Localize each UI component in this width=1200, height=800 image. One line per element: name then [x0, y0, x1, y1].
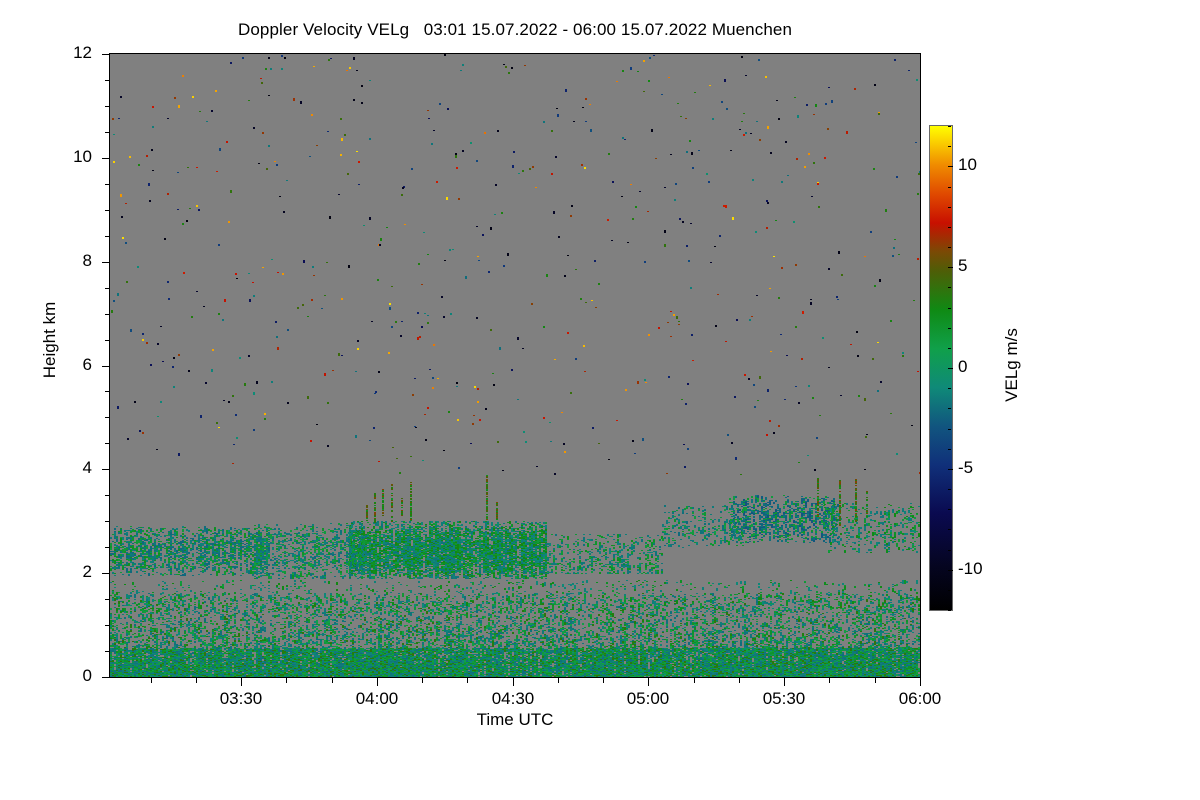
y-axis-minor-tick — [105, 417, 110, 418]
x-axis-tick — [377, 677, 378, 686]
colorbar-tick — [948, 469, 953, 470]
x-axis-tick-label: 04:30 — [491, 689, 535, 708]
colorbar-tick — [948, 166, 953, 167]
x-axis-minor-tick — [332, 677, 333, 683]
x-axis-minor-tick — [739, 677, 740, 683]
y-axis-minor-tick — [105, 391, 110, 392]
y-axis-tick — [102, 573, 110, 574]
colorbar-minor-tick — [948, 308, 951, 309]
x-axis-minor-tick — [286, 677, 287, 683]
x-axis-minor-tick — [875, 677, 876, 683]
colorbar-tick — [948, 368, 953, 369]
colorbar-minor-tick — [948, 348, 951, 349]
y-axis-minor-tick — [105, 521, 110, 522]
y-axis-minor-tick — [105, 106, 110, 107]
x-axis-minor-tick — [151, 677, 152, 683]
y-axis-minor-tick — [105, 184, 110, 185]
y-axis-tick-label: 2 — [82, 562, 92, 581]
x-axis-tick-label: 04:00 — [355, 689, 399, 708]
colorbar-minor-tick — [948, 590, 951, 591]
y-axis-tick-label: 6 — [82, 355, 92, 374]
colorbar-minor-tick — [948, 408, 951, 409]
y-axis-tick-label: 0 — [82, 666, 92, 685]
x-axis-minor-tick — [829, 677, 830, 683]
x-axis-tick-label: 05:30 — [762, 689, 806, 708]
x-axis-minor-tick — [467, 677, 468, 683]
colorbar-minor-tick — [948, 449, 951, 450]
y-axis-tick — [102, 158, 110, 159]
x-axis-label: Time UTC — [476, 710, 554, 729]
y-axis-tick — [102, 469, 110, 470]
y-axis-label: Height km — [40, 301, 59, 379]
y-axis-tick-label: 10 — [73, 147, 92, 166]
x-axis-tick — [920, 677, 921, 686]
colorbar-minor-tick — [948, 328, 951, 329]
colorbar-tick-label: -10 — [958, 559, 983, 578]
chart-title: Doppler Velocity VELg 03:01 15.07.2022 -… — [237, 20, 793, 39]
y-axis-minor-tick — [105, 132, 110, 133]
x-axis-tick — [784, 677, 785, 686]
y-axis-tick — [102, 677, 110, 678]
colorbar-tick-label: 10 — [958, 155, 977, 174]
y-axis-tick — [102, 54, 110, 55]
y-axis-minor-tick — [105, 80, 110, 81]
x-axis-minor-tick — [694, 677, 695, 683]
x-axis-tick — [513, 677, 514, 686]
y-axis-minor-tick — [105, 314, 110, 315]
y-axis-tick-label: 4 — [82, 458, 92, 477]
colorbar-tick-label: 5 — [958, 256, 968, 275]
x-axis-minor-tick — [196, 677, 197, 683]
x-axis-tick-label: 03:30 — [219, 689, 263, 708]
y-axis-minor-tick — [105, 599, 110, 600]
colorbar-tick-label: -5 — [958, 458, 974, 477]
colorbar-minor-tick — [948, 509, 951, 510]
colorbar-minor-tick — [948, 146, 951, 147]
y-axis-tick-label: 12 — [73, 43, 92, 62]
colorbar-minor-tick — [948, 287, 951, 288]
x-axis-tick — [241, 677, 242, 686]
y-axis-minor-tick — [105, 625, 110, 626]
y-axis-tick-label: 8 — [82, 251, 92, 270]
y-axis-minor-tick — [105, 651, 110, 652]
colorbar-minor-tick — [948, 126, 951, 127]
y-axis-minor-tick — [105, 236, 110, 237]
y-axis-minor-tick — [105, 547, 110, 548]
colorbar-minor-tick — [948, 227, 951, 228]
colorbar-minor-tick — [948, 489, 951, 490]
x-axis-minor-tick — [603, 677, 604, 683]
colorbar-minor-tick — [948, 610, 951, 611]
x-axis-tick-label: 05:00 — [626, 689, 670, 708]
colorbar-minor-tick — [948, 388, 951, 389]
colorbar-minor-tick — [948, 187, 951, 188]
x-axis-tick — [648, 677, 649, 686]
colorbar-tick — [948, 267, 953, 268]
y-axis-minor-tick — [105, 495, 110, 496]
y-axis-tick — [102, 366, 110, 367]
y-axis-minor-tick — [105, 288, 110, 289]
doppler-velocity-heatmap — [110, 54, 920, 677]
colorbar-minor-tick — [948, 429, 951, 430]
y-axis-minor-tick — [105, 340, 110, 341]
y-axis-tick — [102, 262, 110, 263]
colorbar-tick — [948, 570, 953, 571]
colorbar-minor-tick — [948, 207, 951, 208]
colorbar-minor-tick — [948, 550, 951, 551]
colorbar-tick-label: 0 — [958, 357, 968, 376]
colorbar-minor-tick — [948, 529, 951, 530]
x-axis-minor-tick — [422, 677, 423, 683]
colorbar-label: VELg m/s — [1002, 328, 1021, 402]
y-axis-minor-tick — [105, 210, 110, 211]
x-axis-minor-tick — [558, 677, 559, 683]
y-axis-minor-tick — [105, 443, 110, 444]
x-axis-tick-label: 06:00 — [898, 689, 942, 708]
colorbar-gradient — [930, 126, 952, 610]
colorbar-minor-tick — [948, 247, 951, 248]
